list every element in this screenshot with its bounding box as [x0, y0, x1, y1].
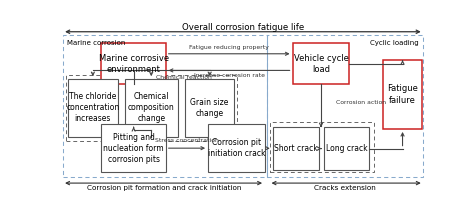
Bar [270, 122, 374, 172]
Bar [185, 79, 235, 137]
Text: Corrosion pit
initiation crack: Corrosion pit initiation crack [208, 138, 265, 158]
Text: Corrosion action: Corrosion action [336, 100, 386, 105]
Text: Fatigue reducing property: Fatigue reducing property [189, 45, 269, 51]
Bar [66, 75, 237, 141]
Text: Pitting and
nucleation form
corrosion pits: Pitting and nucleation form corrosion pi… [103, 133, 164, 164]
Text: The chloride
concentration
increases: The chloride concentration increases [66, 92, 119, 123]
Bar [101, 124, 166, 172]
Bar [383, 60, 422, 129]
Bar [63, 35, 267, 177]
Bar [325, 127, 369, 170]
Text: Marine corrosion: Marine corrosion [67, 40, 126, 46]
Bar [68, 79, 118, 137]
Text: Long crack: Long crack [326, 144, 367, 153]
Text: Stress concentration: Stress concentration [155, 138, 219, 143]
Bar [273, 127, 319, 170]
Text: Vehicle cycle
load: Vehicle cycle load [293, 54, 348, 74]
Text: Corrosion pit formation and crack initiation: Corrosion pit formation and crack initia… [87, 185, 242, 191]
Bar [101, 43, 166, 84]
Bar [125, 79, 178, 137]
Text: Overall corrosion fatigue life: Overall corrosion fatigue life [182, 23, 304, 32]
Text: Grain size
change: Grain size change [191, 98, 229, 118]
Text: Chemical
composition
change: Chemical composition change [128, 92, 174, 123]
Bar [292, 43, 349, 84]
Text: Cyclic loading: Cyclic loading [370, 40, 419, 46]
Text: Marine corrosive
environment: Marine corrosive environment [99, 54, 169, 74]
Bar [208, 124, 265, 172]
Bar [267, 35, 423, 177]
Text: Fatigue
failure: Fatigue failure [387, 84, 418, 105]
Text: Increase corrosion rate: Increase corrosion rate [194, 73, 264, 78]
Text: Chemical reaction: Chemical reaction [155, 75, 211, 79]
Text: Cracks extension: Cracks extension [314, 185, 376, 191]
Text: Short crack: Short crack [274, 144, 318, 153]
